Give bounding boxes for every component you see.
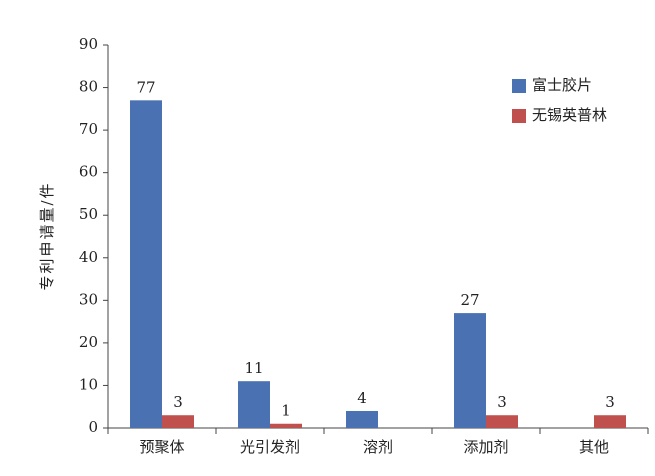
bar: [594, 415, 626, 428]
data-label: 11: [244, 359, 263, 377]
x-tick-label: 预聚体: [139, 438, 184, 456]
y-tick-label: 20: [79, 333, 98, 351]
y-tick-label: 40: [79, 248, 98, 266]
bar: [270, 423, 302, 428]
y-tick-label: 10: [79, 375, 98, 393]
y-tick-label: 30: [79, 290, 98, 308]
legend-label: 无锡英普林: [532, 106, 607, 124]
data-label: 4: [357, 389, 367, 407]
y-tick-label: 80: [79, 78, 98, 96]
x-tick-label: 光引发剂: [240, 438, 300, 456]
legend-label: 富士胶片: [532, 76, 592, 94]
y-tick-label: 0: [88, 418, 98, 436]
y-tick-label: 60: [79, 163, 98, 181]
legend-swatch: [512, 79, 526, 93]
data-label: 3: [173, 393, 183, 411]
bar: [162, 415, 194, 428]
data-label: 3: [497, 393, 507, 411]
bar: [346, 410, 378, 428]
data-label: 3: [605, 393, 615, 411]
y-axis-label: 专利申请量/件: [38, 181, 56, 290]
bar: [454, 313, 486, 428]
bar: [486, 415, 518, 428]
x-tick-label: 其他: [579, 438, 609, 456]
x-tick-label: 添加剂: [463, 438, 508, 456]
y-tick-label: 70: [79, 120, 98, 138]
data-label: 77: [136, 78, 155, 96]
bar: [130, 100, 162, 429]
data-label: 1: [281, 402, 291, 420]
x-tick-label: 溶剂: [363, 438, 393, 456]
data-label: 27: [460, 291, 479, 309]
y-tick-label: 90: [79, 35, 98, 53]
y-tick-label: 50: [79, 205, 98, 223]
legend-swatch: [512, 109, 526, 123]
bar: [238, 381, 270, 428]
